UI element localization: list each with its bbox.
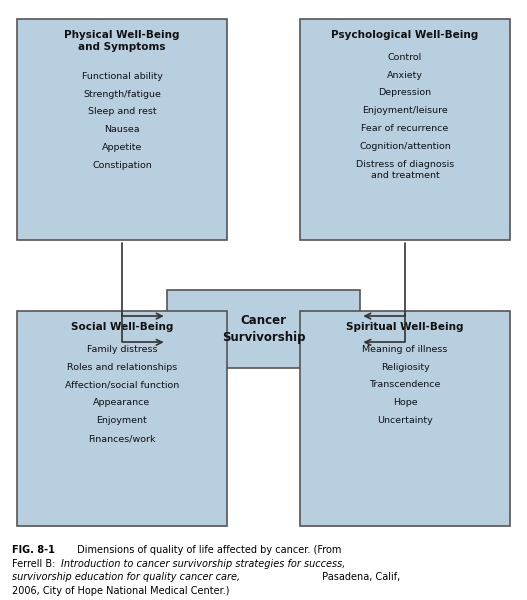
- Text: Hope: Hope: [393, 398, 417, 407]
- Text: Roles and relationships: Roles and relationships: [67, 362, 177, 371]
- Text: Enjoyment/leisure: Enjoyment/leisure: [362, 106, 448, 115]
- Text: survivorship education for quality cancer care,: survivorship education for quality cance…: [12, 572, 240, 583]
- Text: Constipation: Constipation: [92, 161, 152, 170]
- Text: Cognition/attention: Cognition/attention: [359, 142, 451, 151]
- Text: Appetite: Appetite: [102, 143, 142, 152]
- Text: Transcendence: Transcendence: [369, 380, 441, 389]
- Text: Distress of diagnosis
and treatment: Distress of diagnosis and treatment: [356, 160, 454, 180]
- Text: Social Well-Being: Social Well-Being: [71, 322, 173, 332]
- Text: Sleep and rest: Sleep and rest: [87, 107, 157, 116]
- Text: Finances/work: Finances/work: [88, 434, 155, 443]
- Text: Pasadena, Calif,: Pasadena, Calif,: [318, 572, 400, 583]
- Text: Fear of recurrence: Fear of recurrence: [362, 124, 448, 133]
- Text: Dimensions of quality of life affected by cancer. (From: Dimensions of quality of life affected b…: [74, 545, 341, 555]
- Text: Meaning of illness: Meaning of illness: [363, 344, 448, 353]
- Text: Functional ability: Functional ability: [82, 72, 162, 81]
- FancyBboxPatch shape: [300, 19, 510, 240]
- Text: Affection/social function: Affection/social function: [65, 380, 179, 389]
- Text: Appearance: Appearance: [93, 398, 151, 407]
- Text: Enjoyment: Enjoyment: [96, 416, 148, 425]
- FancyBboxPatch shape: [300, 311, 510, 526]
- Text: Depression: Depression: [378, 88, 432, 97]
- Text: Introduction to cancer survivorship strategies for success,: Introduction to cancer survivorship stra…: [61, 559, 345, 569]
- Text: Anxiety: Anxiety: [387, 71, 423, 80]
- Text: Strength/fatigue: Strength/fatigue: [83, 89, 161, 98]
- FancyBboxPatch shape: [17, 19, 227, 240]
- FancyBboxPatch shape: [167, 290, 360, 368]
- Text: Family distress: Family distress: [87, 344, 157, 353]
- Text: Ferrell B:: Ferrell B:: [12, 559, 58, 569]
- Text: Spiritual Well-Being: Spiritual Well-Being: [346, 322, 464, 332]
- Text: 2006, City of Hope National Medical Center.): 2006, City of Hope National Medical Cent…: [12, 586, 229, 596]
- Text: Control: Control: [388, 53, 422, 62]
- Text: Nausea: Nausea: [104, 125, 140, 134]
- FancyBboxPatch shape: [17, 311, 227, 526]
- Text: FIG. 8-1: FIG. 8-1: [12, 545, 55, 555]
- Text: Psychological Well-Being: Psychological Well-Being: [331, 30, 479, 40]
- Text: Religiosity: Religiosity: [380, 362, 430, 371]
- Text: Uncertainty: Uncertainty: [377, 416, 433, 425]
- Text: Physical Well-Being
and Symptoms: Physical Well-Being and Symptoms: [64, 30, 180, 52]
- Text: Cancer
Survivorship: Cancer Survivorship: [222, 314, 305, 344]
